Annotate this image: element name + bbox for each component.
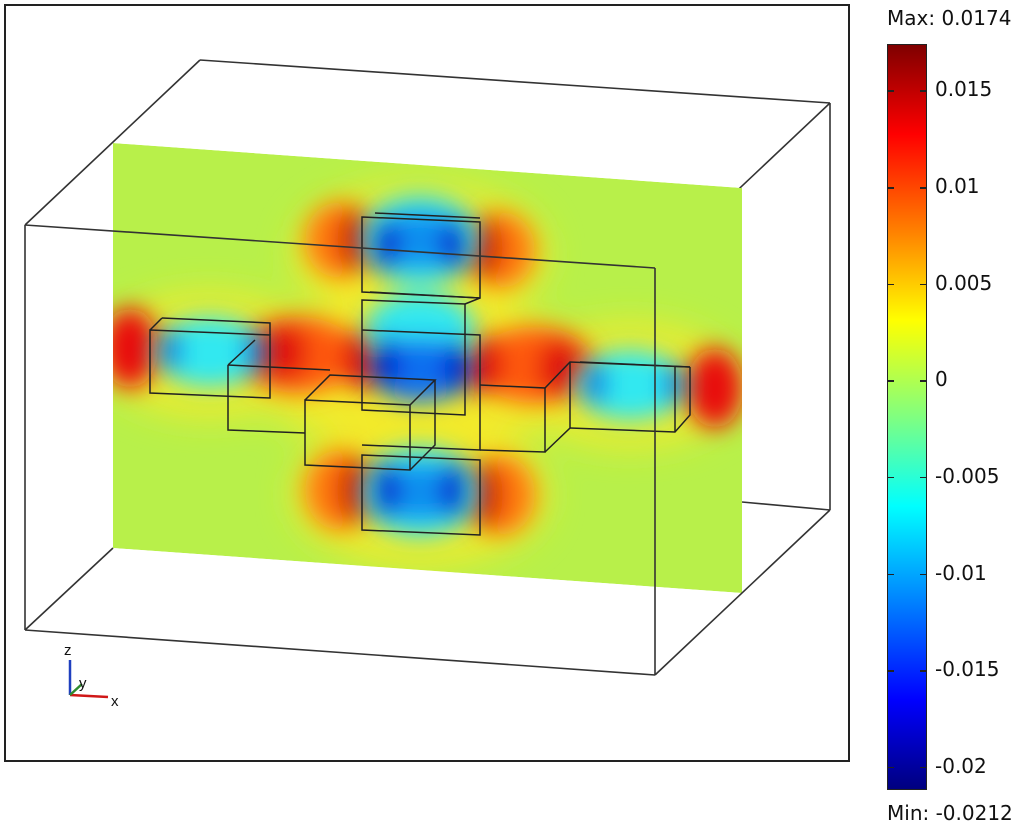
colorbar-tick-mark <box>887 573 894 576</box>
colorbar <box>887 44 927 790</box>
colorbar-tick-mark <box>887 670 894 672</box>
colorbar-tick-mark <box>920 670 927 672</box>
colorbar-tick-mark <box>887 90 894 92</box>
colorbar-tick-mark <box>920 573 927 576</box>
colorbar-min-label: Min: -0.0212 <box>887 801 1013 825</box>
z-axis-label: z <box>64 642 72 659</box>
colorbar-tick-mark <box>887 283 894 286</box>
plot-frame <box>4 4 850 762</box>
colorbar-tick-label: 0.01 <box>935 174 980 198</box>
x-axis-arrow <box>69 693 109 699</box>
colorbar-tick-label: 0.005 <box>935 270 993 295</box>
block-wireframes <box>149 212 691 536</box>
field-slice <box>113 143 742 593</box>
scene-3d: z y x <box>24 59 831 710</box>
colorbar-tick-label: 0.015 <box>935 77 993 102</box>
colorbar-tick-mark <box>887 187 894 189</box>
colorbar-tick-mark <box>920 476 927 479</box>
colorbar-tick-label: -0.01 <box>935 560 987 585</box>
colorbar-tick-mark <box>920 380 927 382</box>
y-axis-label: y <box>79 675 87 692</box>
colorbar-tick-mark <box>887 380 894 382</box>
colorbar-tick-mark <box>920 90 927 92</box>
colorbar-tick-mark <box>920 283 927 286</box>
bounding-box-front <box>24 224 831 676</box>
axes-triad: z y x <box>64 642 119 710</box>
colorbar-tick-label: 0 <box>935 367 948 392</box>
y-axis-arrow <box>69 683 83 696</box>
colorbar-tick-mark <box>920 187 927 189</box>
colorbar-tick-mark <box>887 476 894 479</box>
colorbar-tick-label: -0.005 <box>935 463 1000 488</box>
colorbar-tick-mark <box>887 766 894 769</box>
x-axis-label: x <box>111 693 119 710</box>
colorbar-tick-label: -0.02 <box>935 753 987 778</box>
colorbar-tick-label: -0.015 <box>935 657 1000 682</box>
colorbar-tick-mark <box>920 766 927 769</box>
colorbar-max-label: Max: 0.0174 <box>887 6 1012 30</box>
